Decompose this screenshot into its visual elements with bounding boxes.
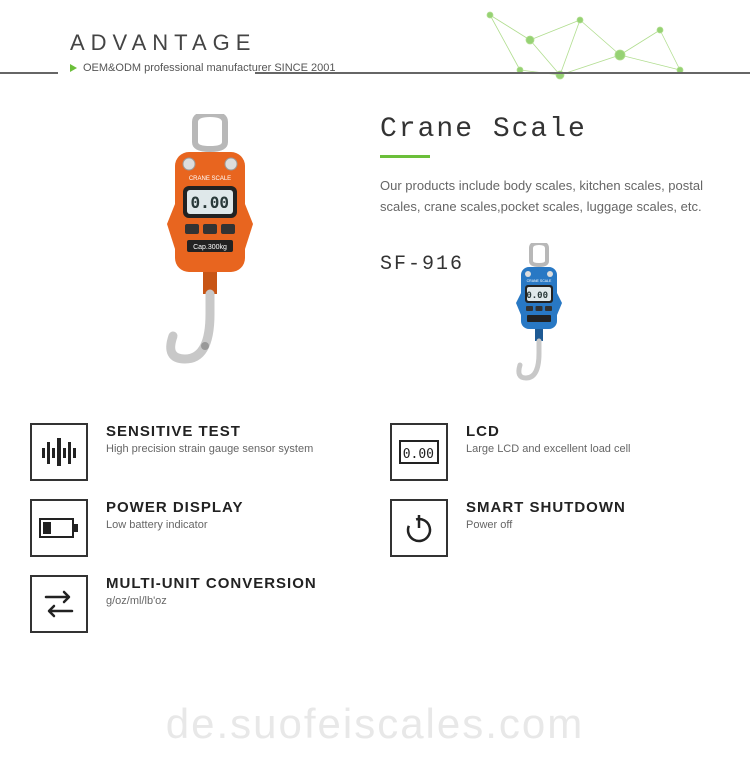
model-row: SF-916 CRANE SCALE 0.00 [380, 243, 710, 393]
feature-sensitive-test: SENSITIVE TEST High precision strain gau… [30, 423, 360, 481]
feature-desc: High precision strain gauge sensor syste… [106, 443, 313, 455]
feature-multi-unit: MULTI-UNIT CONVERSION g/oz/ml/lb'oz [30, 575, 360, 633]
page-title: ADVANTAGE [70, 30, 710, 56]
feature-desc: g/oz/ml/lb'oz [106, 595, 317, 607]
triangle-icon [70, 64, 77, 72]
feature-title: SENSITIVE TEST [106, 423, 313, 440]
feature-title: SMART SHUTDOWN [466, 499, 626, 516]
lcd-icon: 0.00 [390, 423, 448, 481]
crane-scale-orange: CRANE SCALE 0.00 Cap.300kg [145, 114, 275, 384]
feature-title: LCD [466, 423, 631, 440]
power-icon [390, 499, 448, 557]
product-title: Crane Scale [380, 114, 710, 145]
features-grid: SENSITIVE TEST High precision strain gau… [0, 413, 750, 633]
svg-text:0.00: 0.00 [190, 193, 229, 212]
product-info: Crane Scale Our products include body sc… [350, 114, 710, 393]
header-line-left [0, 72, 58, 74]
feature-desc: Low battery indicator [106, 519, 243, 531]
svg-text:Cap.300kg: Cap.300kg [193, 244, 227, 251]
feature-power-display: POWER DISPLAY Low battery indicator [30, 499, 360, 557]
feature-title: POWER DISPLAY [106, 499, 243, 516]
product-description: Our products include body scales, kitche… [380, 176, 710, 218]
header-line-right [255, 72, 750, 74]
crane-scale-blue: CRANE SCALE 0.00 [504, 243, 574, 393]
main-product-image: CRANE SCALE 0.00 Cap.300kg [70, 114, 350, 393]
feature-desc: Large LCD and excellent load cell [466, 443, 631, 455]
svg-text:CRANE SCALE: CRANE SCALE [527, 279, 552, 283]
sensor-icon [30, 423, 88, 481]
battery-icon [30, 499, 88, 557]
feature-title: MULTI-UNIT CONVERSION [106, 575, 317, 592]
watermark-text: de.suofeiscales.com [166, 700, 585, 748]
feature-desc: Power off [466, 519, 626, 531]
model-code: SF-916 [380, 253, 464, 276]
svg-text:0.00: 0.00 [526, 291, 548, 301]
content-section: CRANE SCALE 0.00 Cap.300kg Crane Scale O… [0, 84, 750, 413]
header-section: ADVANTAGE OEM&ODM professional manufactu… [0, 0, 750, 84]
feature-smart-shutdown: SMART SHUTDOWN Power off [390, 499, 720, 557]
svg-text:CRANE SCALE: CRANE SCALE [189, 176, 231, 182]
convert-icon [30, 575, 88, 633]
title-underline [380, 155, 430, 158]
svg-text:0.00: 0.00 [403, 447, 434, 462]
feature-lcd: 0.00 LCD Large LCD and excellent load ce… [390, 423, 720, 481]
